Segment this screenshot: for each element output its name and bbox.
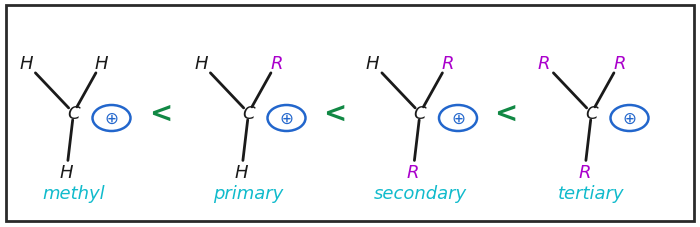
Text: R: R: [407, 164, 419, 181]
Text: R: R: [613, 55, 626, 72]
Text: ⊕: ⊕: [451, 109, 465, 127]
Text: R: R: [442, 55, 454, 72]
Text: H: H: [194, 55, 208, 72]
Text: <: <: [149, 100, 173, 127]
Text: H: H: [234, 164, 248, 181]
Text: <: <: [494, 100, 517, 127]
Text: R: R: [538, 55, 550, 72]
Text: methyl: methyl: [42, 184, 105, 202]
Text: primary: primary: [214, 184, 284, 202]
Text: <: <: [323, 100, 346, 127]
Text: C: C: [414, 105, 426, 122]
Text: H: H: [19, 55, 33, 72]
Text: H: H: [94, 55, 108, 72]
Text: ⊕: ⊕: [622, 109, 636, 127]
Text: R: R: [578, 164, 591, 181]
Text: C: C: [67, 105, 80, 122]
Text: ⊕: ⊕: [279, 109, 293, 127]
Text: H: H: [365, 55, 379, 72]
Text: tertiary: tertiary: [558, 184, 624, 202]
Text: C: C: [585, 105, 598, 122]
Text: C: C: [242, 105, 255, 122]
Text: R: R: [270, 55, 283, 72]
Text: secondary: secondary: [373, 184, 467, 202]
Text: ⊕: ⊕: [104, 109, 118, 127]
Text: H: H: [60, 164, 74, 181]
